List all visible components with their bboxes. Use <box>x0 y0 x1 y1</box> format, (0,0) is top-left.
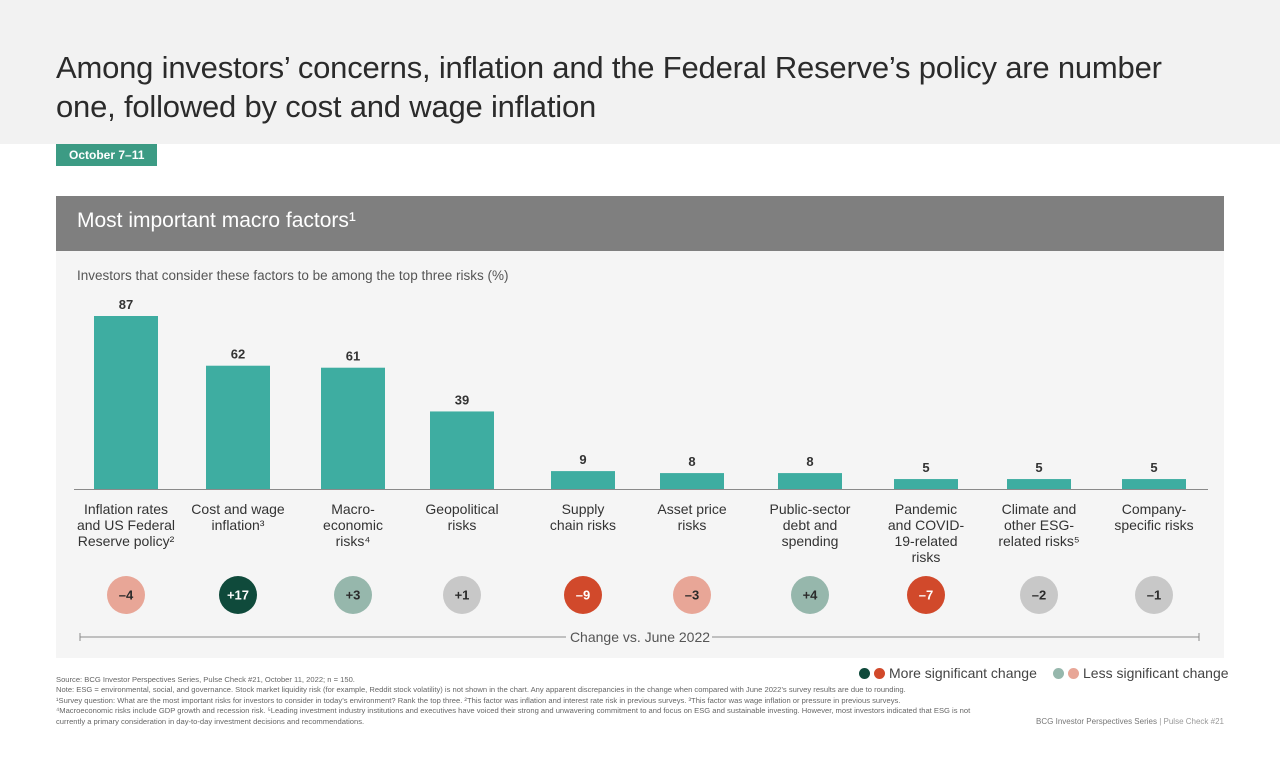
footer-series: BCG Investor Perspectives Series <box>1036 717 1157 726</box>
bar-chart: 87 Inflation rates and US Federal Reserve p… <box>74 297 1208 645</box>
bar-value-label: 5 <box>1035 460 1042 475</box>
change-value-label: –3 <box>685 588 699 603</box>
category-label: Climate and other ESG-related risks⁵ <box>998 501 1079 549</box>
footnotes: Source: BCG Investor Perspectives Series… <box>56 675 976 727</box>
category-label: Geopolitical risks <box>425 501 498 533</box>
footnote-note: Note: ESG = environmental, social, and g… <box>56 685 906 695</box>
category-label: Public-sector debt and spending <box>770 501 851 549</box>
category-label: Inflation rates and US Federal Reserve pol… <box>77 501 175 549</box>
change-bubble <box>107 576 145 614</box>
category-label: Pandemic and COVID-19-related risks <box>888 501 965 565</box>
footer-brand: BCG Investor Perspectives Series | Pulse… <box>1036 717 1224 726</box>
legend-more-label: More significant change <box>889 665 1037 681</box>
change-axis-label: Change vs. June 2022 <box>570 629 710 645</box>
bar <box>894 479 958 489</box>
bar <box>94 316 158 489</box>
legend-more-significant: More significant change <box>859 664 1037 682</box>
panel-subtitle: Investors that consider these factors to… <box>77 268 509 283</box>
chart-panel: Most important macro factors¹ Investors … <box>56 196 1224 658</box>
date-tag: October 7–11 <box>56 144 158 166</box>
change-value-label: +3 <box>346 588 361 603</box>
category-label: Macro-economic risks⁴ <box>323 501 383 549</box>
bar-value-label: 5 <box>1150 460 1157 475</box>
category-label: Company-specific risks <box>1114 501 1193 533</box>
change-bubble <box>673 576 711 614</box>
bar <box>1122 479 1186 489</box>
bar-value-label: 62 <box>231 347 245 362</box>
change-value-label: +17 <box>227 588 249 603</box>
change-value-label: +1 <box>455 588 470 603</box>
bar <box>551 471 615 489</box>
footer-separator: | <box>1156 717 1164 726</box>
category-label: Asset price risks <box>657 501 726 533</box>
bar <box>660 473 724 489</box>
legend-dot-light-green <box>1053 667 1064 679</box>
legend-dot-dark-green <box>859 667 870 679</box>
change-value-label: –1 <box>1147 588 1161 603</box>
bar-value-label: 9 <box>579 452 586 467</box>
change-bubble <box>443 576 481 614</box>
change-bubble <box>1020 576 1058 614</box>
bar <box>778 473 842 489</box>
legend-less-label: Less significant change <box>1083 665 1229 681</box>
bar-value-label: 87 <box>119 297 133 312</box>
change-value-label: –9 <box>576 588 590 603</box>
page-title: Among investors’ concerns, inflation and… <box>56 50 1162 124</box>
legend-less-significant: Less significant change <box>1053 664 1229 682</box>
change-bubble <box>1135 576 1173 614</box>
change-value-label: –7 <box>919 588 933 603</box>
footer-issue: Pulse Check #21 <box>1163 717 1224 726</box>
change-value-label: –4 <box>119 588 134 603</box>
bar <box>1007 479 1071 489</box>
panel-header: Most important macro factors¹ <box>56 196 1224 251</box>
change-value-label: –2 <box>1032 588 1046 603</box>
bar-value-label: 8 <box>688 454 695 469</box>
change-bubble <box>219 576 257 614</box>
footnote-macro: ⁴Macroeconomic risks include GDP growth … <box>56 706 971 726</box>
legend-dot-dark-red <box>874 667 885 679</box>
header-band <box>0 0 1280 144</box>
footnote-source: Source: BCG Investor Perspectives Series… <box>56 675 355 684</box>
change-bubble <box>791 576 829 614</box>
category-label: Cost and wage inflation³ <box>191 501 285 533</box>
bar <box>206 365 270 489</box>
change-value-label: +4 <box>803 588 819 603</box>
category-label: Supply chain risks <box>550 501 616 533</box>
change-bubble <box>334 576 372 614</box>
bar-value-label: 39 <box>455 392 469 407</box>
bar-value-label: 8 <box>806 454 813 469</box>
change-bubble <box>564 576 602 614</box>
bar-value-label: 5 <box>922 460 929 475</box>
bar <box>321 367 385 489</box>
bar <box>430 411 494 489</box>
change-bubble <box>907 576 945 614</box>
legend-dot-light-red <box>1068 667 1079 679</box>
bar-value-label: 61 <box>346 349 360 364</box>
panel-title: Most important macro factors¹ <box>77 209 356 232</box>
footnote-survey: ¹Survey question: What are the most impo… <box>56 695 901 705</box>
